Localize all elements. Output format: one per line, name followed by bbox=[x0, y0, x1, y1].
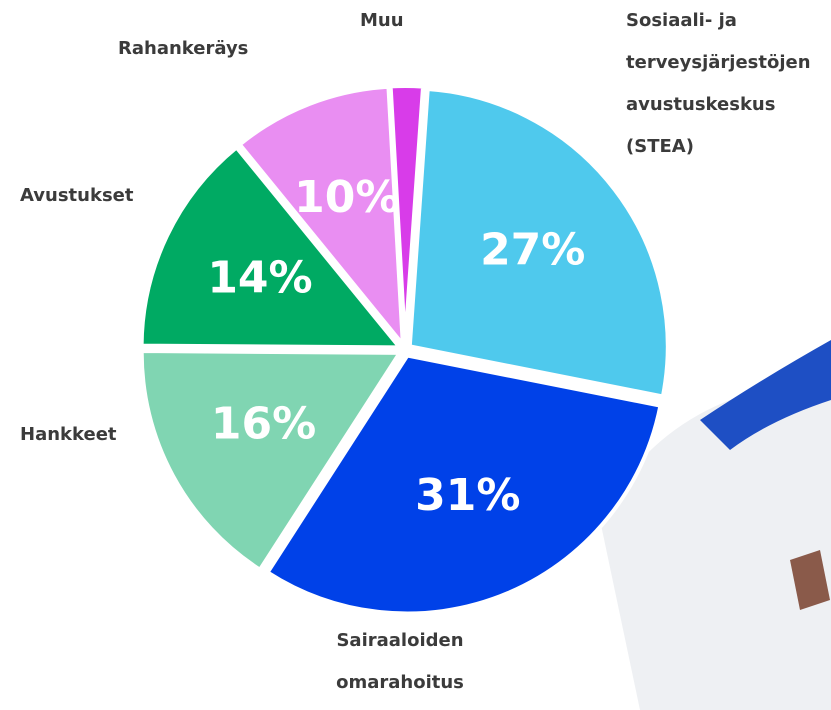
slice-label: Rahankeräys bbox=[118, 38, 249, 59]
pie: 27% 31% 16% 14% 10% bbox=[139, 84, 670, 616]
pie-slice bbox=[139, 349, 404, 573]
pie-slice bbox=[264, 353, 663, 616]
value-label: 27% bbox=[480, 224, 585, 275]
pie-slice bbox=[139, 144, 404, 350]
value-label: 14% bbox=[207, 253, 312, 304]
slice-label: Sairaaloiden omarahoitus bbox=[336, 630, 464, 693]
pie-slice bbox=[236, 84, 406, 351]
value-label: 10% bbox=[294, 172, 399, 223]
value-label: 16% bbox=[211, 398, 316, 449]
value-label: 31% bbox=[415, 470, 520, 521]
slice-label: Muu bbox=[360, 10, 404, 31]
child-photo bbox=[600, 340, 831, 710]
pie-slice bbox=[388, 84, 426, 345]
slice-label: Sosiaali- ja terveysjärjestöjen avustusk… bbox=[626, 10, 811, 157]
slice-label: Avustukset bbox=[20, 185, 134, 206]
pie-slice bbox=[407, 86, 670, 399]
slice-label: Hankkeet bbox=[20, 424, 117, 445]
